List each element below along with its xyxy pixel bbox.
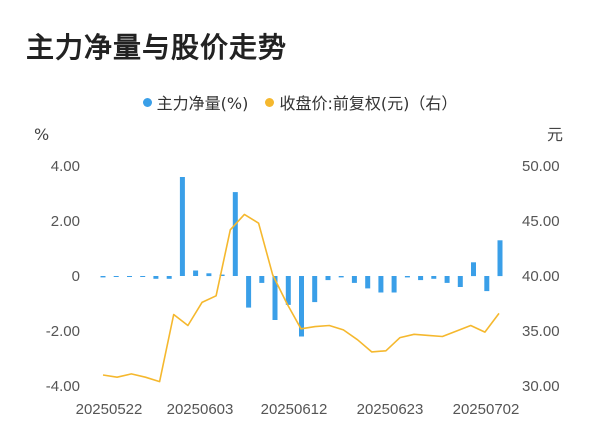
net-volume-bar <box>153 276 159 279</box>
net-volume-bar <box>404 276 410 278</box>
left-tick-label: 2.00 <box>51 213 80 230</box>
right-axis-unit: 元 <box>547 125 563 144</box>
net-volume-bar <box>444 276 450 283</box>
chart-title: 主力净量与股价走势 <box>26 31 288 64</box>
net-volume-bar <box>259 276 265 283</box>
legend-label-net-volume: 主力净量(%) <box>156 94 249 113</box>
net-volume-bar <box>312 276 318 303</box>
x-tick-label: 20250522 <box>76 401 143 418</box>
right-tick-label: 30.00 <box>522 378 560 395</box>
left-tick-label: 4.00 <box>51 158 80 175</box>
net-volume-bar <box>140 276 146 277</box>
net-volume-bar <box>179 177 185 276</box>
net-volume-bar <box>351 276 357 283</box>
legend-item-net-volume[interactable]: 主力净量(%) <box>142 90 249 114</box>
net-volume-bar <box>457 276 463 287</box>
net-volume-bar <box>193 270 199 276</box>
net-volume-bar <box>246 276 252 308</box>
net-volume-bar <box>378 276 384 293</box>
right-tick-label: 35.00 <box>522 323 560 340</box>
left-tick-label: -4.00 <box>46 378 80 395</box>
legend-item-close-price[interactable]: 收盘价:前复权(元)（右） <box>265 90 457 114</box>
legend-dot-net-volume <box>142 97 152 107</box>
net-volume-bar <box>206 273 212 277</box>
net-volume-bar <box>484 276 490 292</box>
legend-dot-close-price <box>265 97 275 107</box>
x-tick-label: 20250612 <box>261 401 328 418</box>
right-tick-label: 40.00 <box>522 268 560 285</box>
x-tick-label: 20250623 <box>357 401 424 418</box>
legend-label-close-price: 收盘价:前复权(元)（右） <box>279 94 458 113</box>
net-volume-bar <box>391 276 397 293</box>
legend: 主力净量(%) 收盘价:前复权(元)（右） <box>0 90 600 114</box>
net-volume-bar <box>113 276 119 277</box>
net-volume-bar <box>285 276 291 305</box>
net-volume-bar <box>365 276 371 289</box>
net-volume-bar <box>497 240 503 277</box>
net-volume-bar <box>272 276 278 320</box>
net-volume-bar <box>418 276 424 281</box>
net-volume-bar <box>431 276 437 279</box>
net-volume-bar <box>299 276 304 337</box>
net-volume-bar <box>166 276 172 279</box>
left-axis-unit: % <box>34 125 49 144</box>
x-tick-label: 20250603 <box>167 401 234 418</box>
net-volume-bar <box>232 192 238 276</box>
net-volume-bar <box>100 276 106 278</box>
right-tick-label: 45.00 <box>522 213 560 230</box>
net-volume-bar <box>325 276 331 281</box>
right-tick-label: 50.00 <box>522 158 560 175</box>
net-volume-bar <box>471 262 476 277</box>
net-volume-bar <box>338 276 344 278</box>
left-tick-label: -2.00 <box>46 323 80 340</box>
net-volume-bar <box>127 276 132 277</box>
left-tick-label: 0 <box>72 268 80 285</box>
price-line <box>102 213 500 383</box>
net-volume-bar <box>219 274 225 276</box>
x-tick-label: 20250702 <box>453 401 520 418</box>
